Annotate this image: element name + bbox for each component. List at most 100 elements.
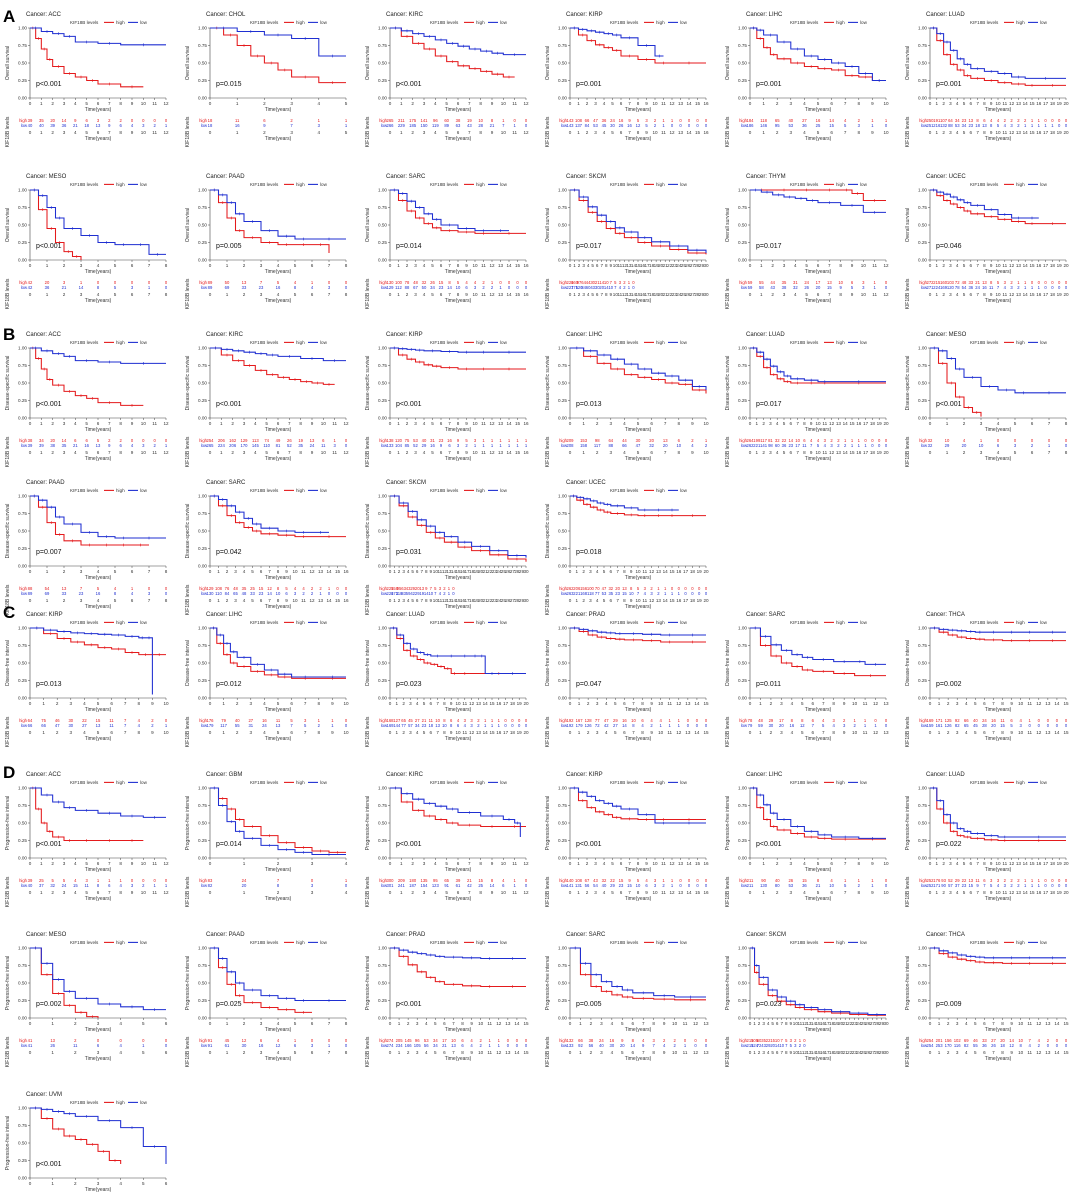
risk-count-low: 0: [1038, 723, 1041, 728]
risk-count-high: 40: [973, 718, 978, 723]
km-curve-low: [750, 787, 886, 839]
risk-count-high: 0: [328, 280, 331, 285]
risk-x-tick-label: 1: [393, 598, 396, 603]
km-curve-low: [930, 627, 1066, 633]
risk-count-low: 40: [602, 883, 607, 888]
x-tick-label: 6: [970, 861, 973, 866]
risk-count-low: 4: [1004, 285, 1007, 290]
risk-count-low: 104: [395, 443, 403, 448]
y-tick-label: 0.25: [198, 398, 207, 403]
risk-count-low: 59: [406, 591, 411, 596]
x-axis-label: Time(years): [85, 575, 112, 581]
risk-count-low: 0: [803, 1043, 806, 1048]
x-tick-label: 27: [690, 263, 696, 268]
risk-count-high: 215: [933, 280, 941, 285]
x-tick-label: 12: [873, 701, 879, 706]
risk-count-low: 1: [1038, 883, 1041, 888]
risk-x-tick-label: 5: [345, 130, 348, 135]
risk-x-tick-label: 9: [691, 450, 694, 455]
p-value: p=0.007: [36, 549, 62, 556]
x-tick-label: 2: [411, 101, 414, 106]
risk-x-axis-label: Time(years): [265, 604, 292, 610]
risk-count-low: 53: [788, 883, 793, 888]
risk-count-high: 4: [990, 118, 993, 123]
risk-x-axis-label: Time(years): [985, 456, 1012, 462]
x-tick-label: 5: [85, 421, 88, 426]
legend-high-label: high: [656, 940, 665, 945]
x-tick-label: 5: [974, 701, 977, 706]
x-tick-label: 5: [114, 569, 117, 574]
risk-count-high: 0: [705, 718, 708, 723]
risk-count-low: 29: [766, 1043, 771, 1048]
y-tick-label: 0.50: [738, 981, 747, 986]
risk-count-low: 4: [131, 123, 134, 128]
x-tick-label: 26: [505, 569, 511, 574]
risk-count-high: 0: [525, 878, 528, 883]
risk-x-tick-label: 17: [1043, 130, 1049, 135]
x-tick-label: 2: [51, 421, 54, 426]
x-tick-label: 19: [474, 569, 480, 574]
risk-x-tick-label: 12: [1036, 1050, 1042, 1055]
x-tick-label: 8: [637, 101, 640, 106]
risk-x-tick-label: 20: [478, 598, 484, 603]
x-tick-label: 1: [236, 101, 239, 106]
km-curve-high: [390, 627, 526, 675]
x-tick-label: 7: [822, 701, 825, 706]
y-tick-label: 1.00: [18, 346, 27, 351]
risk-count-low: 4: [997, 883, 1000, 888]
x-tick-label: 12: [1009, 861, 1015, 866]
risk-x-tick-label: 5: [97, 730, 100, 735]
risk-label-high: high: [379, 438, 388, 443]
risk-table-title: KIF18B levels: [905, 876, 911, 907]
risk-count-low: 206: [229, 443, 237, 448]
x-tick-label: 27: [510, 569, 516, 574]
km-curve-high: [390, 27, 515, 78]
risk-x-tick-label: 18: [1050, 890, 1056, 895]
risk-x-tick-label: 14: [1023, 890, 1029, 895]
x-tick-label: 5: [85, 861, 88, 866]
legend-low-label: low: [500, 780, 508, 785]
risk-count-high: 29: [613, 718, 618, 723]
risk-count-low: 0: [336, 591, 339, 596]
y-tick-label: 0.75: [558, 205, 567, 210]
risk-count-high: 107: [940, 118, 948, 123]
risk-x-tick-label: 6: [620, 890, 623, 895]
x-tick-label: 24: [496, 569, 502, 574]
risk-x-tick-label: 6: [620, 130, 623, 135]
risk-count-low: 2: [858, 883, 861, 888]
risk-count-low: 0: [684, 591, 687, 596]
legend-low-label: low: [1040, 20, 1048, 25]
km-curve-low: [210, 347, 346, 362]
x-axis-label: Time(years): [625, 867, 652, 873]
risk-x-tick-label: 20: [1063, 292, 1069, 297]
risk-count-low: 10: [428, 591, 433, 596]
km-curve-low: [930, 347, 1066, 394]
risk-count-high: 3: [464, 718, 467, 723]
risk-x-tick-label: 10: [501, 890, 507, 895]
x-tick-label: 2: [226, 569, 229, 574]
x-tick-label: 7: [468, 861, 471, 866]
risk-x-axis-label: Time(years): [85, 456, 112, 462]
y-tick-label: 1.00: [918, 946, 927, 951]
x-axis-label: Time(years): [985, 867, 1012, 873]
y-tick-label: 0.00: [918, 1016, 927, 1021]
risk-count-low: 1: [671, 591, 674, 596]
risk-count-high: 49: [276, 438, 281, 443]
risk-count-high: 129: [241, 438, 249, 443]
risk-count-high: 29: [410, 586, 415, 591]
x-tick-label: 9: [843, 701, 846, 706]
y-axis-label: Overall survival: [185, 46, 191, 80]
x-tick-label: 2: [236, 701, 239, 706]
legend-title: KIF18B levels: [70, 1100, 99, 1105]
legend-title: KIF18B levels: [970, 940, 999, 945]
x-tick-label: 0: [929, 263, 932, 268]
legend-title: KIF18B levels: [790, 940, 819, 945]
y-tick-label: 0.00: [558, 258, 567, 263]
risk-x-tick-label: 6: [1031, 450, 1034, 455]
x-tick-label: 18: [870, 421, 876, 426]
risk-count-high: 14: [62, 118, 67, 123]
x-tick-label: 7: [328, 263, 331, 268]
y-tick-label: 1.00: [738, 346, 747, 351]
